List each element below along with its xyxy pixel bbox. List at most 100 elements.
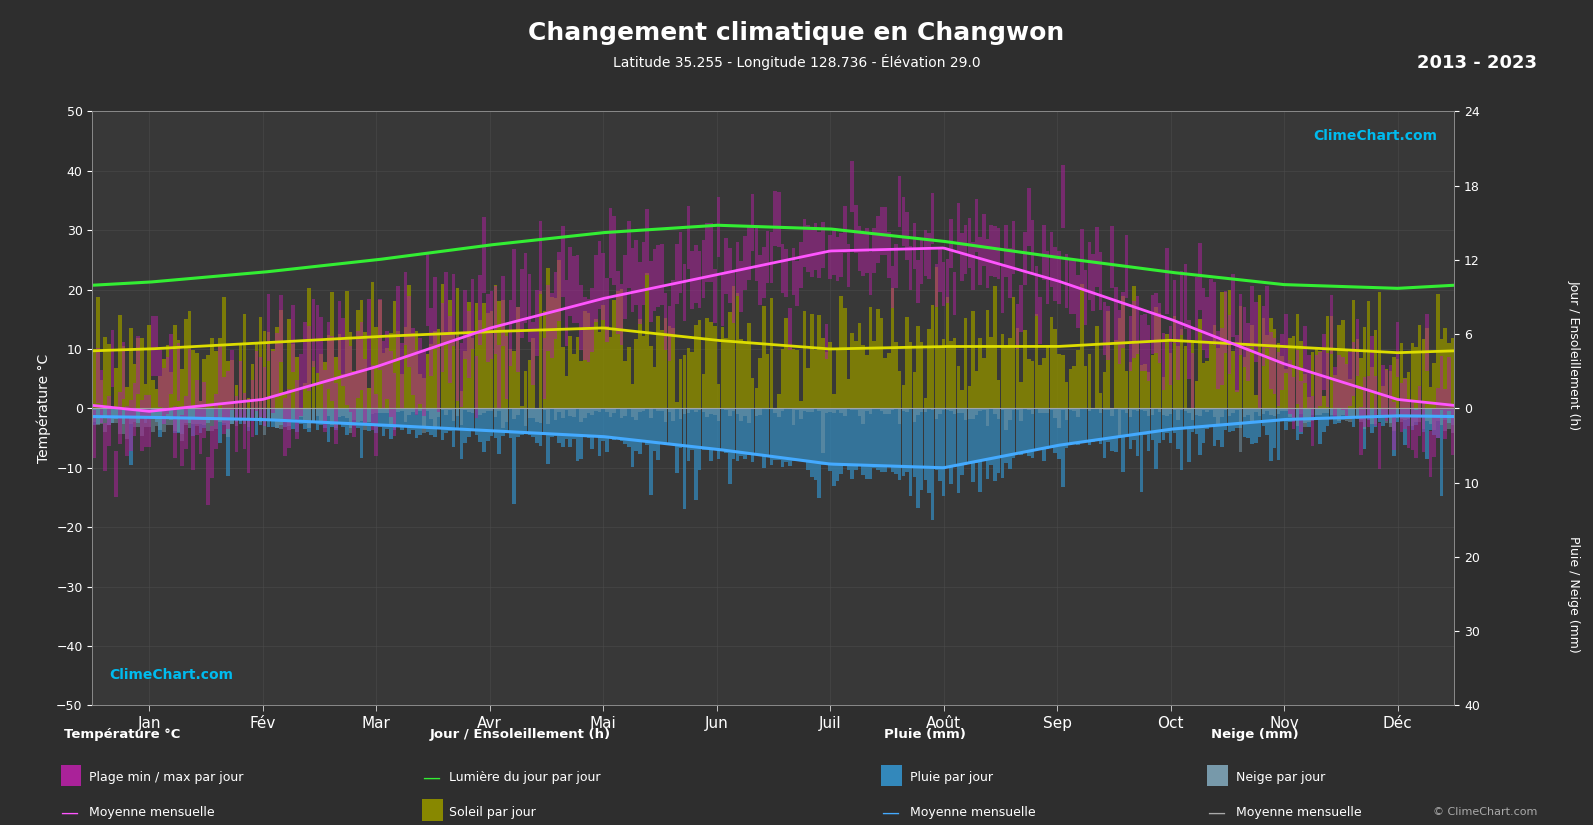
Bar [1125,235,1128,298]
Bar [1333,408,1337,415]
Bar [374,408,378,433]
Bar [883,358,887,408]
Bar [1144,314,1147,370]
Bar [1370,408,1373,433]
Bar [191,350,194,408]
Bar [213,394,218,449]
Bar [602,408,605,441]
Bar [1069,260,1072,314]
Bar [653,367,656,408]
Text: ClimeChart.com: ClimeChart.com [110,667,234,681]
Bar [714,408,717,450]
Bar [572,408,575,417]
Bar [795,261,800,305]
Bar [873,342,876,408]
Bar [96,348,100,403]
Bar [210,408,213,431]
Bar [671,408,675,421]
Bar [1295,408,1300,426]
Bar [956,408,961,412]
Bar [1039,365,1042,408]
Bar [1034,408,1039,450]
Bar [572,256,575,323]
Bar [806,408,809,470]
Bar [803,408,806,461]
Bar [1042,358,1045,408]
Bar [1150,295,1153,354]
Bar [527,361,530,408]
Bar [1437,408,1440,437]
Bar [683,408,687,509]
Bar [1027,360,1031,408]
Bar [828,235,832,279]
Bar [890,408,894,472]
Bar [1080,284,1083,408]
Bar [371,408,374,413]
Bar [389,408,392,439]
Bar [1239,294,1243,355]
Bar [1426,408,1429,459]
Bar [1300,408,1303,435]
Y-axis label: Température °C: Température °C [37,354,51,463]
Bar [1300,342,1303,408]
Bar [986,408,989,426]
Text: Pluie (mm): Pluie (mm) [884,728,965,742]
Bar [137,337,140,394]
Bar [1107,408,1110,410]
Bar [1276,408,1281,414]
Bar [247,420,250,474]
Bar [1034,266,1039,316]
Bar [1367,301,1370,408]
Bar [346,408,349,435]
Bar [919,408,924,489]
Bar [1000,408,1004,410]
Bar [327,323,330,389]
Bar [628,347,631,408]
Bar [126,387,129,408]
Bar [335,408,338,428]
Bar [854,408,857,470]
Bar [890,288,894,408]
Bar [1164,334,1169,408]
Bar [292,344,295,408]
Bar [930,408,935,521]
Bar [1099,408,1102,413]
Bar [781,408,784,412]
Bar [1201,408,1206,410]
Bar [653,408,656,451]
Bar [1158,408,1161,443]
Bar [1192,340,1195,408]
Bar [648,262,653,322]
Bar [422,408,425,433]
Bar [363,408,366,430]
Bar [687,408,690,412]
Bar [1187,408,1190,413]
Bar [338,408,341,423]
Bar [1042,408,1045,461]
Bar [148,408,151,427]
Bar [784,318,789,408]
Bar [1072,365,1075,408]
Bar [174,324,177,408]
Bar [1322,408,1325,413]
Bar [231,408,234,424]
Bar [580,408,583,460]
Bar [1348,408,1352,422]
Bar [505,336,508,398]
Bar [1184,346,1187,408]
Bar [664,294,667,350]
Bar [242,408,247,424]
Bar [1443,328,1446,408]
Bar [441,408,444,410]
Bar [789,408,792,409]
Bar [1262,318,1265,408]
Bar [1270,318,1273,408]
Bar [263,331,266,408]
Bar [1158,314,1161,408]
Bar [623,408,628,445]
Bar [1118,309,1121,364]
Bar [1440,356,1443,410]
Bar [828,342,832,408]
Bar [972,408,975,482]
Bar [1128,408,1133,417]
